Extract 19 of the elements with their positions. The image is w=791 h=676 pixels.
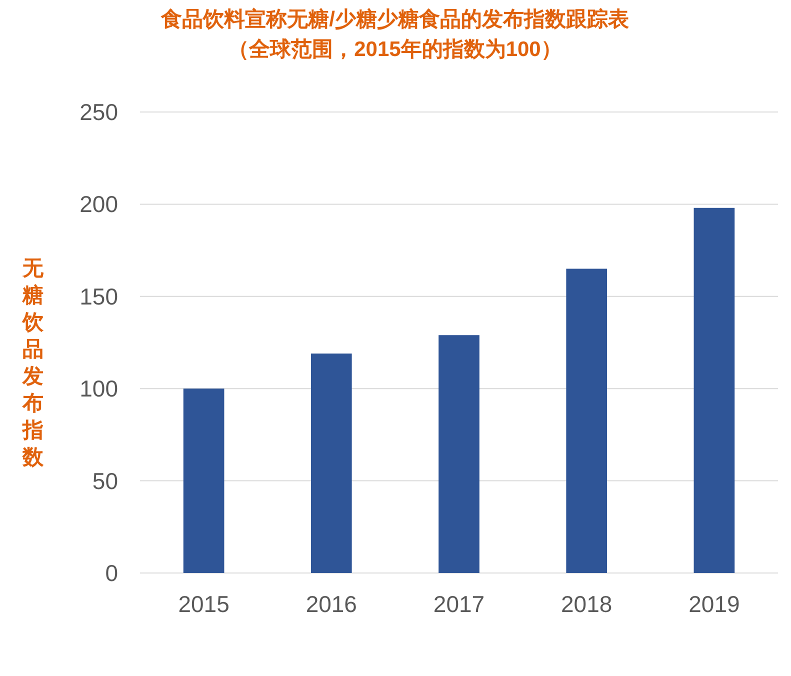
y-tick-label: 150 — [80, 283, 118, 310]
x-tick-label: 2015 — [178, 591, 230, 617]
chart-title: 食品饮料宣称无糖/少糖少糖食品的发布指数跟踪表 — [160, 7, 629, 31]
bar — [694, 208, 735, 573]
bar — [566, 268, 608, 573]
x-tick-label: 2019 — [688, 591, 740, 617]
chart-subtitle: （全球范围，2015年的指数为100） — [228, 38, 562, 61]
y-axis-title: 无糖饮品发布指数 — [22, 257, 44, 469]
y-tick-label: 50 — [92, 468, 118, 494]
bar — [438, 335, 480, 573]
bar — [310, 354, 352, 573]
x-tick-label: 2018 — [561, 591, 612, 617]
x-tick-label: 2017 — [433, 591, 485, 617]
y-tick-label: 100 — [80, 376, 118, 402]
bar — [183, 388, 224, 573]
y-tick-label: 0 — [105, 560, 118, 586]
x-tick-label: 2016 — [306, 591, 357, 617]
y-tick-label: 250 — [80, 99, 118, 125]
y-tick-label: 200 — [80, 191, 118, 218]
